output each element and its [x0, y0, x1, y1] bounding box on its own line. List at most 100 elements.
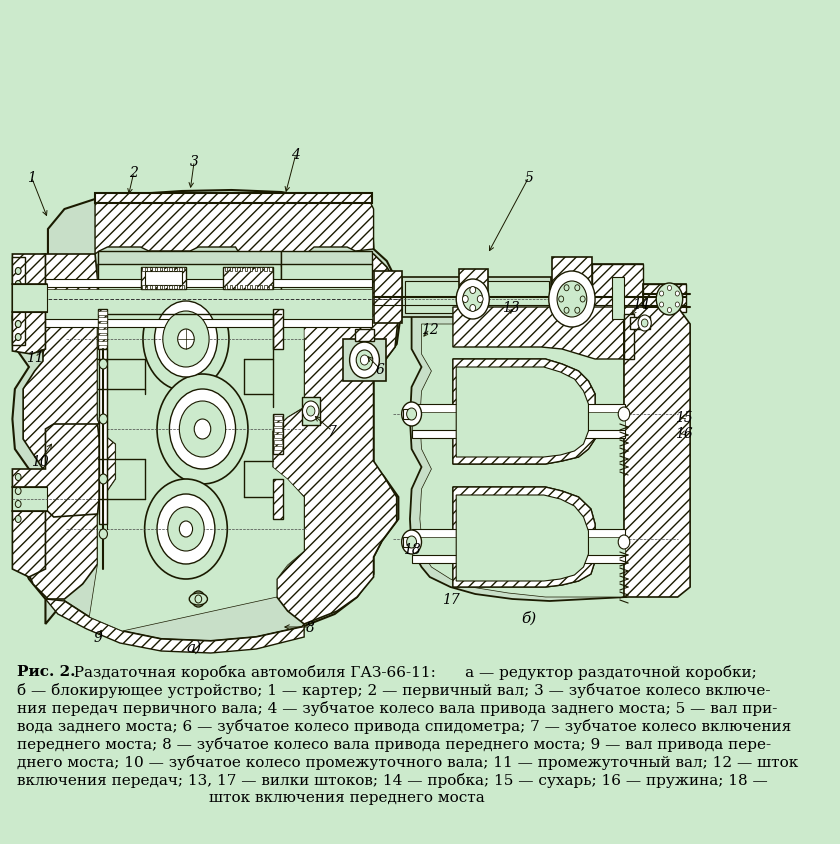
Bar	[412, 413, 625, 432]
Bar	[225, 268, 228, 272]
Bar	[244, 268, 247, 272]
Bar	[274, 435, 282, 439]
Circle shape	[178, 330, 194, 349]
Circle shape	[356, 350, 373, 371]
Bar	[97, 265, 281, 315]
Bar	[412, 430, 625, 439]
Bar	[177, 268, 180, 272]
Bar	[98, 342, 107, 345]
Circle shape	[195, 595, 202, 603]
Circle shape	[470, 306, 475, 312]
Bar	[412, 555, 625, 563]
Text: 3: 3	[190, 154, 199, 169]
Bar	[167, 285, 170, 289]
Bar	[140, 268, 186, 289]
Circle shape	[99, 414, 108, 425]
Circle shape	[477, 296, 483, 303]
Bar	[270, 285, 272, 289]
Bar	[396, 305, 686, 609]
Text: 12: 12	[421, 322, 438, 337]
Circle shape	[656, 284, 683, 316]
Bar	[412, 529, 625, 539]
Polygon shape	[89, 265, 304, 631]
Circle shape	[407, 537, 417, 549]
Text: 16: 16	[675, 426, 693, 441]
Circle shape	[564, 308, 569, 314]
Polygon shape	[420, 325, 624, 598]
Circle shape	[163, 311, 209, 368]
Text: 10: 10	[31, 454, 49, 468]
Polygon shape	[453, 360, 595, 464]
Text: б — блокирующее устройство; 1 — картер; 2 — первичный вал; 3 — зубчатое колесо в: б — блокирующее устройство; 1 — картер; …	[17, 682, 770, 697]
Circle shape	[668, 286, 671, 291]
Circle shape	[180, 522, 192, 538]
Circle shape	[675, 303, 680, 307]
Bar	[144, 272, 181, 285]
Bar	[13, 488, 47, 511]
Bar	[459, 270, 488, 327]
Circle shape	[144, 479, 228, 579]
Bar	[152, 268, 155, 272]
Bar	[167, 268, 170, 272]
Polygon shape	[453, 360, 595, 464]
Bar	[591, 265, 643, 333]
Bar	[343, 339, 386, 381]
Circle shape	[575, 308, 580, 314]
Bar	[403, 409, 413, 419]
Bar	[274, 446, 282, 451]
Polygon shape	[24, 255, 116, 599]
Bar	[255, 285, 257, 289]
Bar	[99, 349, 108, 524]
Polygon shape	[453, 307, 624, 360]
Text: 18: 18	[402, 543, 421, 556]
Circle shape	[168, 507, 204, 551]
Circle shape	[15, 488, 21, 495]
Bar	[274, 423, 282, 426]
Bar	[45, 320, 372, 327]
Bar	[374, 272, 402, 323]
Bar	[239, 268, 242, 272]
Circle shape	[618, 408, 630, 421]
Bar	[552, 257, 591, 339]
Polygon shape	[95, 197, 374, 255]
Bar	[355, 330, 374, 342]
Bar	[274, 441, 282, 445]
Circle shape	[668, 308, 671, 313]
Polygon shape	[13, 255, 45, 354]
Bar	[225, 285, 228, 289]
Circle shape	[642, 320, 648, 327]
Bar	[405, 282, 549, 314]
Circle shape	[15, 306, 21, 313]
Bar	[230, 268, 232, 272]
Text: ния передач первичного вала; 4 — зубчатое колесо вала привода заднего моста; 5 —: ния передач первичного вала; 4 — зубчато…	[17, 701, 777, 715]
Bar	[98, 323, 107, 327]
Circle shape	[307, 407, 315, 416]
Circle shape	[15, 281, 21, 288]
Bar	[402, 278, 551, 317]
Polygon shape	[13, 257, 25, 345]
Bar	[265, 268, 267, 272]
Text: 9: 9	[93, 630, 102, 644]
Text: 2: 2	[129, 165, 139, 180]
Bar	[591, 265, 643, 333]
Bar	[302, 398, 320, 425]
Bar	[273, 310, 282, 349]
Circle shape	[99, 360, 108, 370]
Bar	[98, 311, 107, 316]
Text: 1: 1	[27, 170, 36, 185]
Polygon shape	[273, 255, 398, 625]
Circle shape	[580, 296, 585, 303]
Bar	[97, 252, 281, 267]
Circle shape	[15, 321, 21, 328]
Circle shape	[638, 316, 651, 332]
Bar	[157, 268, 160, 272]
Text: шток включения переднего моста: шток включения переднего моста	[209, 790, 485, 804]
Bar	[260, 285, 262, 289]
Bar	[265, 285, 267, 289]
Bar	[157, 285, 160, 289]
Bar	[152, 285, 155, 289]
Circle shape	[575, 285, 580, 291]
Circle shape	[15, 500, 21, 508]
Bar	[270, 268, 272, 272]
Circle shape	[15, 516, 21, 523]
